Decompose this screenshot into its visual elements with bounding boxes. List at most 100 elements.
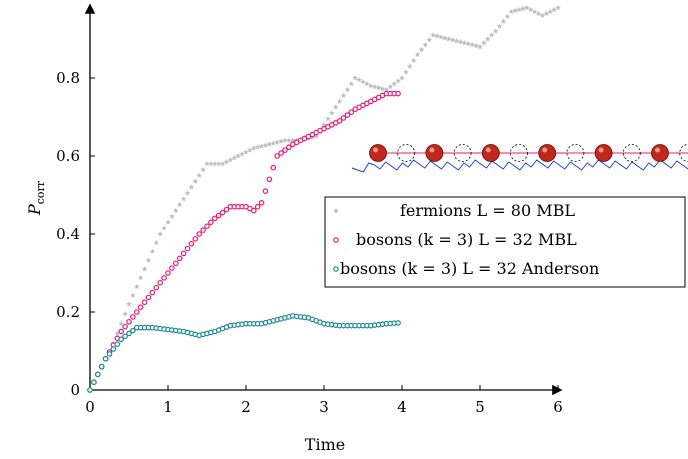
data-point xyxy=(262,188,269,194)
y-axis-label: Pcorr xyxy=(25,180,47,216)
occupied-site-icon xyxy=(481,144,500,162)
data-point xyxy=(266,141,273,147)
data-point xyxy=(336,118,343,124)
data-point xyxy=(130,327,136,334)
data-point xyxy=(508,8,515,15)
legend-items: fermions L = 80 MBL bosons (k = 3) L = 32… xyxy=(333,201,599,278)
data-point xyxy=(188,240,195,247)
data-point xyxy=(161,225,167,231)
data-point xyxy=(173,260,179,267)
data-point xyxy=(118,328,125,335)
data-point xyxy=(375,84,382,91)
data-point xyxy=(149,289,156,296)
data-point xyxy=(414,51,421,58)
legend-marker xyxy=(333,237,339,243)
x-tick-label: 3 xyxy=(319,398,329,416)
data-point xyxy=(254,144,261,150)
data-point xyxy=(149,248,156,254)
site-highlight xyxy=(373,147,378,153)
data-point xyxy=(122,333,128,340)
x-tick-label: 6 xyxy=(553,398,563,416)
legend-label: bosons (k = 3) L = 32 MBL xyxy=(356,230,577,249)
data-point xyxy=(130,292,136,298)
data-point xyxy=(500,18,507,24)
data-point xyxy=(422,41,429,48)
data-point xyxy=(176,201,183,208)
data-point xyxy=(165,270,171,276)
data-point xyxy=(399,75,405,81)
data-point xyxy=(231,154,238,161)
data-point xyxy=(258,200,265,206)
data-point xyxy=(118,336,125,343)
data-point xyxy=(336,98,343,104)
data-point xyxy=(364,80,370,87)
data-point xyxy=(180,250,187,257)
data-point xyxy=(165,219,171,225)
data-point xyxy=(426,36,433,43)
data-point xyxy=(243,149,249,155)
data-point xyxy=(371,83,378,90)
data-point xyxy=(348,109,355,115)
site-highlight xyxy=(485,147,491,153)
ticks: 0 1 2 3 4 5 6 0 0.2 0.4 0.6 0.8 xyxy=(56,69,563,416)
data-point xyxy=(215,160,222,167)
data-point xyxy=(449,36,456,43)
data-point xyxy=(328,110,335,116)
data-point xyxy=(360,78,366,85)
data-point xyxy=(504,13,511,19)
data-point xyxy=(250,145,257,151)
data-point xyxy=(516,6,522,13)
data-point xyxy=(395,90,401,97)
data-point xyxy=(106,351,113,357)
data-point xyxy=(95,371,101,378)
legend-label: bosons (k = 3) L = 32 Anderson xyxy=(340,259,599,278)
data-point xyxy=(219,160,226,167)
data-point xyxy=(430,32,437,38)
data-point xyxy=(180,195,187,202)
data-point xyxy=(169,213,175,219)
data-point xyxy=(286,144,292,151)
data-point xyxy=(481,39,487,46)
data-point xyxy=(211,160,218,167)
data-point xyxy=(196,172,203,178)
legend-marker xyxy=(333,266,339,272)
data-point xyxy=(547,8,554,15)
data-point xyxy=(473,42,479,49)
data-point xyxy=(488,32,495,38)
data-point xyxy=(266,176,273,183)
data-point xyxy=(274,153,281,159)
empty-site-icon xyxy=(397,144,416,162)
data-point xyxy=(395,320,401,326)
data-point xyxy=(251,207,257,214)
data-point xyxy=(348,80,355,87)
series-2 xyxy=(87,313,401,393)
data-point xyxy=(192,236,199,242)
legend: fermions L = 80 MBL bosons (k = 3) L = 32… xyxy=(324,196,686,288)
x-tick-label: 1 xyxy=(163,398,173,416)
data-point xyxy=(157,231,164,237)
data-point xyxy=(208,160,214,167)
data-point xyxy=(204,160,210,167)
data-point xyxy=(196,231,203,237)
data-point xyxy=(418,46,425,53)
data-point xyxy=(278,150,284,156)
data-point xyxy=(391,80,398,87)
legend-marker xyxy=(333,208,339,214)
data-point xyxy=(122,323,128,330)
site-highlight xyxy=(598,147,604,153)
y-tick-label: 0 xyxy=(70,381,80,399)
data-point xyxy=(118,320,125,327)
data-point xyxy=(406,63,413,69)
data-point xyxy=(356,76,362,83)
y-axis-label-main: P xyxy=(25,204,44,216)
data-point xyxy=(325,115,331,122)
site-highlight xyxy=(542,147,548,153)
data-point xyxy=(442,35,448,41)
data-point xyxy=(157,279,164,286)
data-point xyxy=(247,147,253,153)
data-point xyxy=(262,142,269,148)
data-point xyxy=(200,166,206,173)
data-point xyxy=(410,57,417,63)
data-point xyxy=(235,153,242,159)
